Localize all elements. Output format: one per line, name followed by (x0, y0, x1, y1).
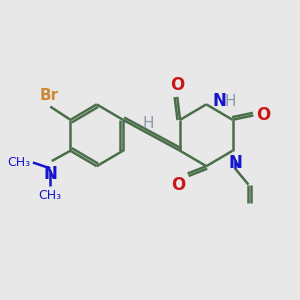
Text: O: O (170, 76, 184, 94)
Text: N: N (213, 92, 226, 110)
Text: CH₃: CH₃ (7, 156, 30, 169)
Text: N: N (229, 154, 242, 172)
Text: O: O (256, 106, 270, 124)
Text: N: N (43, 165, 57, 183)
Text: Br: Br (39, 88, 58, 103)
Text: H: H (224, 94, 236, 109)
Text: CH₃: CH₃ (39, 189, 62, 202)
Text: O: O (171, 176, 185, 194)
Text: H: H (143, 116, 154, 131)
